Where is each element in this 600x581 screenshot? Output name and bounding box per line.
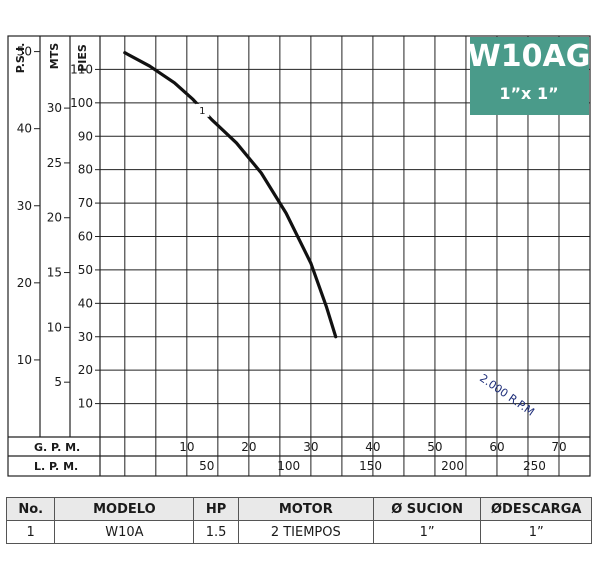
gpm-tick-label: 50 [427, 440, 442, 454]
spec-header-cell: HP [193, 497, 239, 521]
gpm-tick-label: 20 [241, 440, 256, 454]
lpm-tick-label: 100 [277, 459, 300, 473]
pies-tick-label: 90 [78, 129, 93, 143]
lpm-tick-label: 150 [359, 459, 382, 473]
axis-ticks: 1020304050607080901001105101520253010203… [17, 45, 567, 473]
gpm-tick-label: 40 [365, 440, 380, 454]
pies-tick-label: 50 [78, 263, 93, 277]
psi-tick-label: 10 [17, 353, 32, 367]
lpm-tick-label: 250 [523, 459, 546, 473]
outer-border [7, 35, 591, 477]
spec-header-cell: No. [5, 497, 56, 521]
pies-tick-label: 20 [78, 363, 93, 377]
lpm-tick-label: 50 [199, 459, 214, 473]
mts-tick-label: 20 [47, 211, 62, 225]
mts-tick-label: 15 [47, 266, 62, 280]
badge-model-text: W10AG [468, 39, 591, 74]
lpm-axis-title: L. P. M. [34, 460, 78, 473]
mts-tick-label: 25 [47, 156, 62, 170]
spec-table: No. MODELO HP MOTOR Ø SUCION ØDESCARGA 1 W10A 1… [5, 497, 592, 544]
mts-tick-label: 30 [47, 101, 62, 115]
spec-table-row: 1 W10A 1.5 2 TIEMPOS 1” 1” [5, 520, 592, 544]
psi-tick-label: 50 [17, 45, 32, 59]
badge-size-text: 1”x 1” [499, 84, 558, 103]
spec-cell: 1 [5, 520, 56, 544]
pies-tick-label: 10 [78, 397, 93, 411]
gpm-tick-label: 10 [179, 440, 194, 454]
mts-tick-label: 5 [54, 375, 62, 389]
lpm-tick-label: 200 [441, 459, 464, 473]
spec-cell: 1” [480, 520, 592, 544]
spec-cell: 1” [372, 520, 482, 544]
spec-table-header: No. MODELO HP MOTOR Ø SUCION ØDESCARGA [5, 497, 592, 521]
spec-cell: 1.5 [193, 520, 239, 544]
psi-tick-label: 30 [17, 199, 32, 213]
grid-lines [100, 36, 590, 476]
pies-tick-label: 40 [78, 296, 93, 310]
spec-header-cell: MODELO [54, 497, 195, 521]
pies-tick-label: 30 [78, 330, 93, 344]
chart-frame [7, 35, 591, 477]
spec-header-cell: Ø SUCION [372, 497, 482, 521]
pies-tick-label: 80 [78, 163, 93, 177]
psi-tick-label: 40 [17, 122, 32, 136]
psi-tick-label: 20 [17, 276, 32, 290]
badge-background [470, 37, 589, 115]
gpm-tick-label: 60 [489, 440, 504, 454]
spec-header-cell: MOTOR [237, 497, 374, 521]
curve-label-bg [195, 103, 210, 117]
model-badge: W10AG 1”x 1” [468, 37, 591, 115]
spec-table-body: 1 W10A 1.5 2 TIEMPOS 1” 1” [5, 520, 592, 544]
mts-tick-label: 10 [47, 320, 62, 334]
mts-axis-title: MTS [48, 43, 61, 69]
pump-curve-line [123, 51, 338, 339]
gpm-tick-label: 70 [551, 440, 566, 454]
pies-axis-title: PIES [76, 44, 89, 72]
pump-curve-chart: 1020304050607080901001105101520253010203… [7, 35, 591, 477]
pies-tick-label: 100 [70, 96, 93, 110]
spec-cell: W10A [54, 520, 195, 544]
gpm-axis-title: G. P. M. [34, 441, 80, 454]
pies-tick-label: 70 [78, 196, 93, 210]
pies-tick-label: 110 [70, 62, 93, 76]
spec-cell: 2 TIEMPOS [237, 520, 374, 544]
gpm-tick-label: 30 [303, 440, 318, 454]
spec-header-cell: ØDESCARGA [480, 497, 592, 521]
axis-titles: P.S.I. MTS PIES G. P. M. L. P. M. [14, 43, 89, 473]
pies-tick-label: 60 [78, 230, 93, 244]
curve-label: 1 [199, 106, 205, 117]
psi-axis-title: P.S.I. [14, 43, 27, 74]
